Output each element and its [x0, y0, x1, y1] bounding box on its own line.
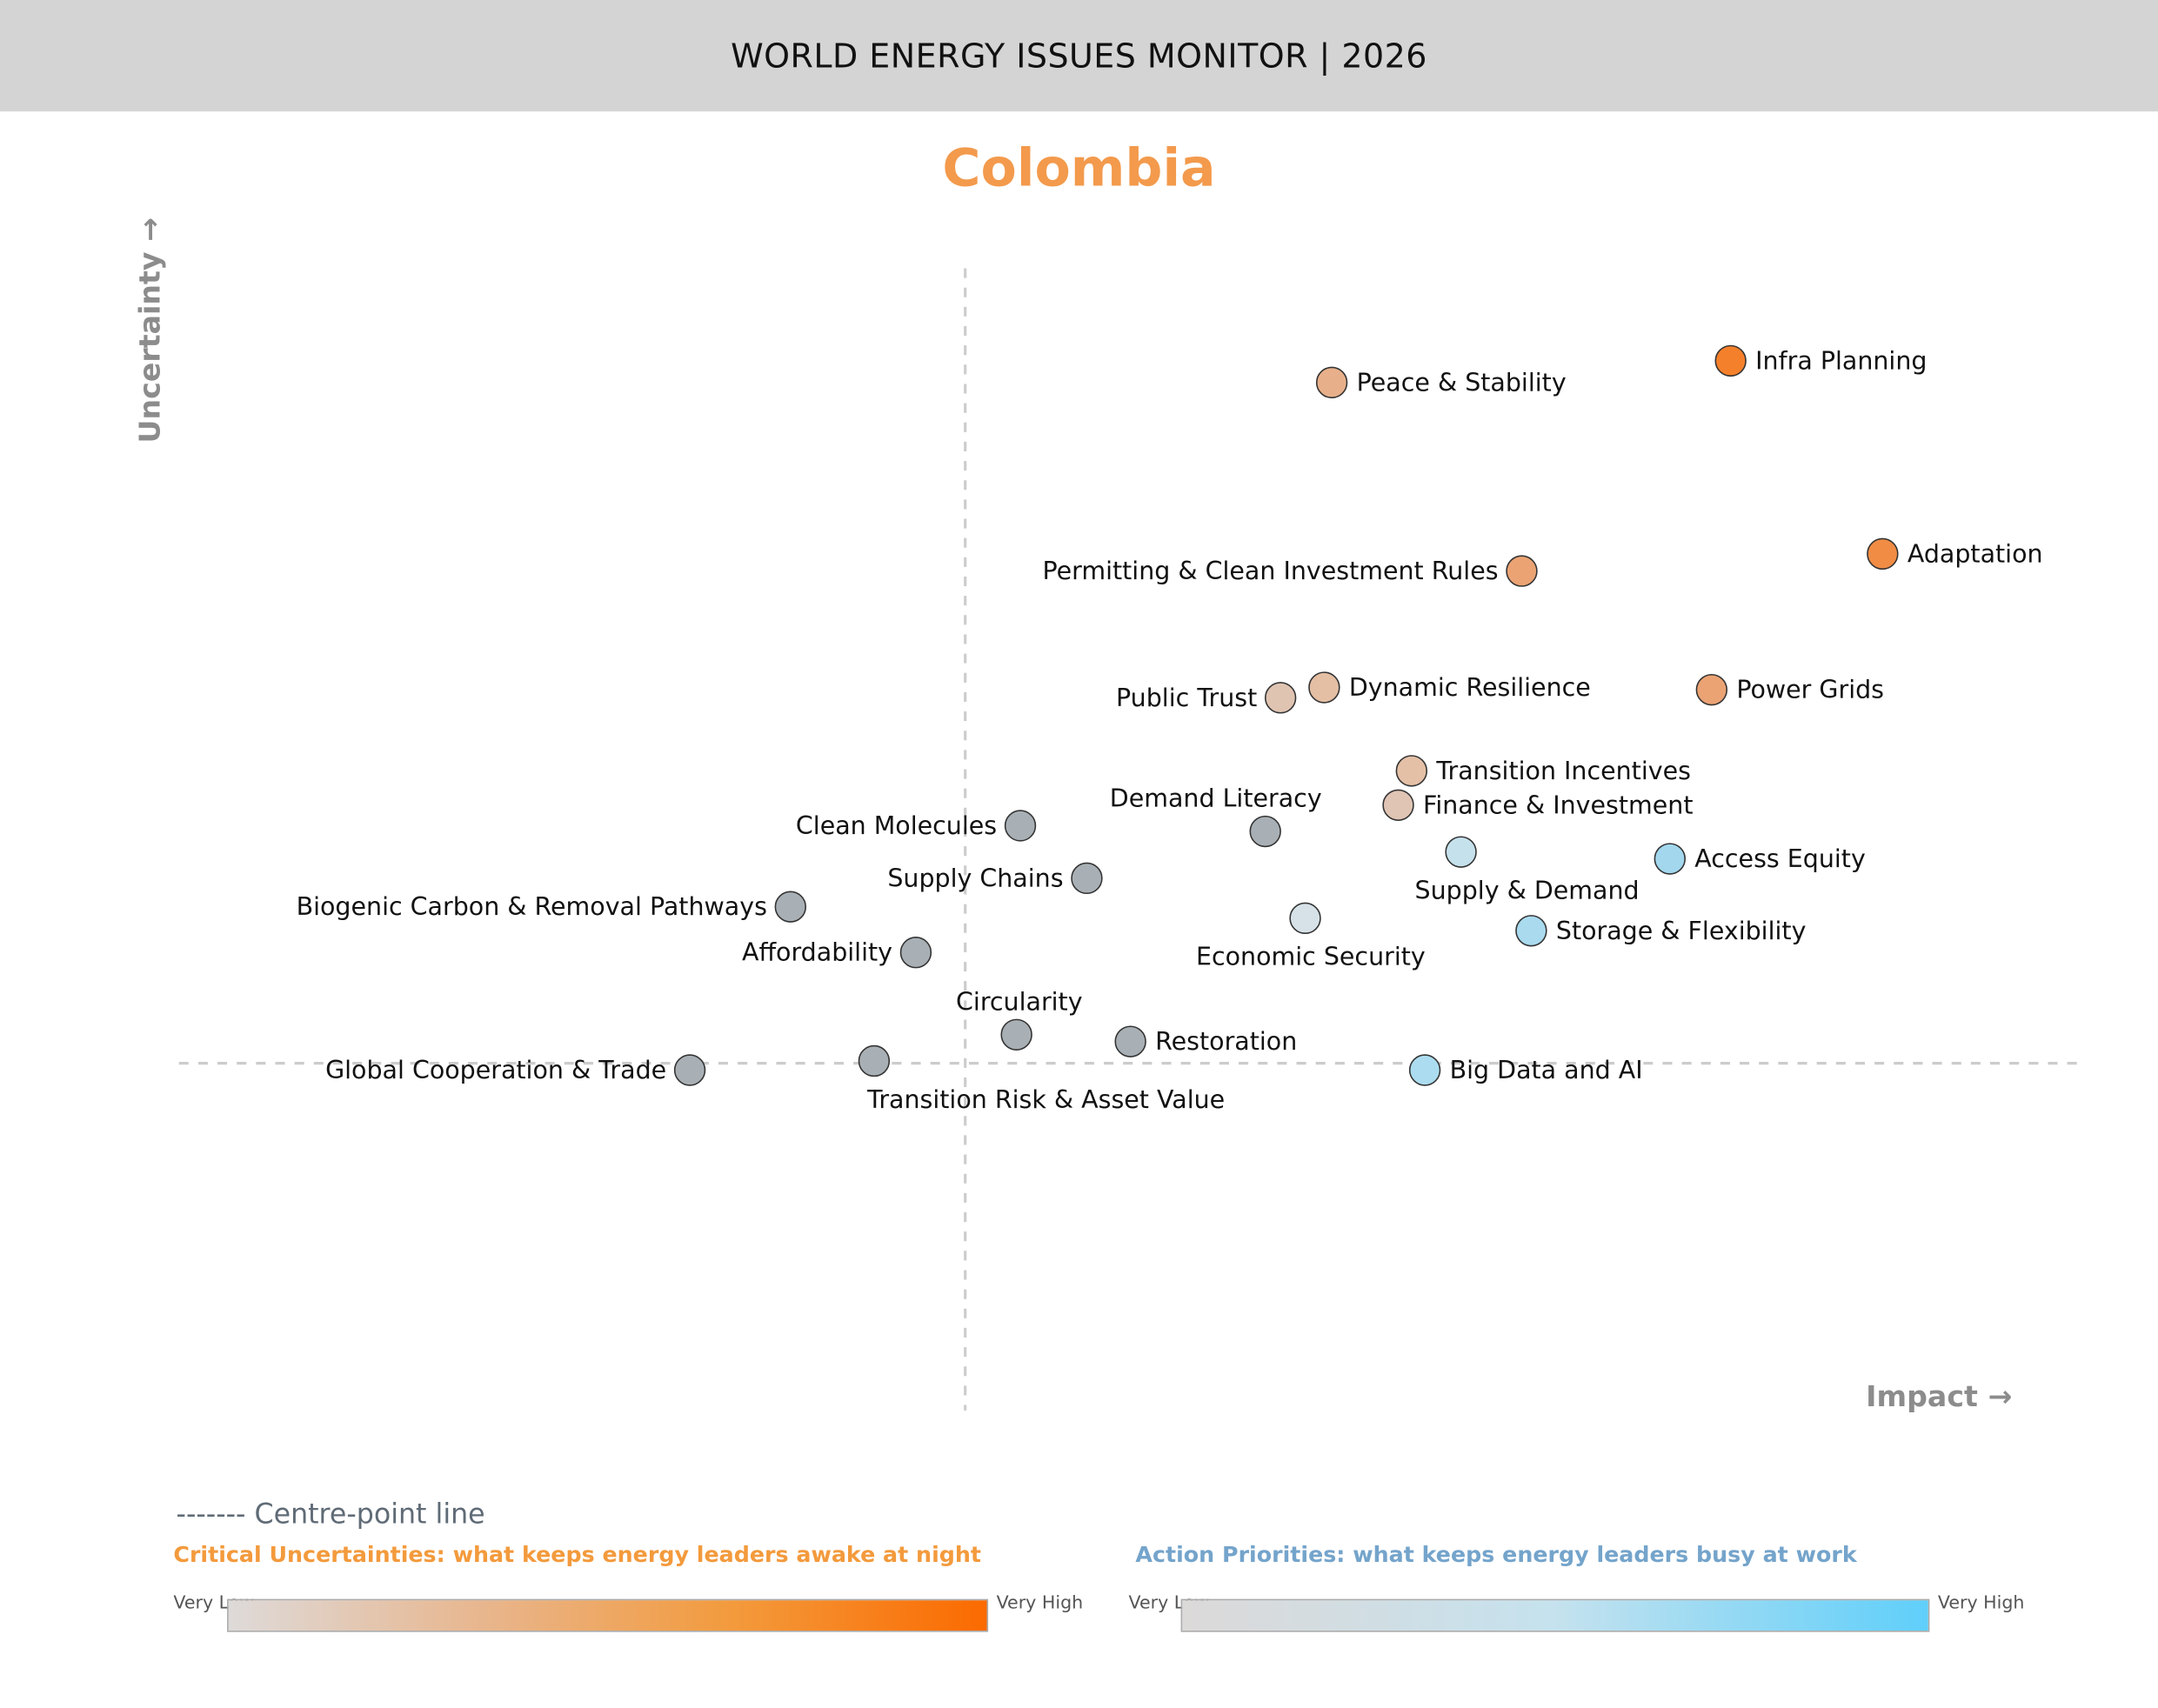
data-point-label: Transition Incentives	[1435, 757, 1691, 785]
x-axis-label: Impact →	[1866, 1379, 2012, 1413]
uncertainties-gradient-bar	[227, 1598, 989, 1632]
data-point-label: Public Trust	[1116, 684, 1257, 712]
priorities-gradient-bar	[1180, 1598, 1930, 1632]
data-point	[1515, 915, 1547, 947]
data-point-label: Infra Planning	[1755, 346, 1927, 375]
header-title: WORLD ENERGY ISSUES MONITOR | 2026	[731, 36, 1427, 76]
data-point	[1004, 810, 1037, 842]
data-point-label: Access Equity	[1694, 844, 1866, 873]
chart-title: Colombia	[942, 137, 1216, 198]
data-point-label: Dynamic Resilience	[1349, 673, 1591, 702]
data-point-label: Restoration	[1155, 1027, 1297, 1056]
data-point	[1382, 789, 1414, 822]
uncertainties-high-label: Very High	[996, 1593, 1084, 1615]
data-point-label: Supply & Demand	[1415, 876, 1640, 904]
data-point-label: Circularity	[956, 987, 1083, 1016]
data-point-label: Economic Security	[1196, 943, 1426, 971]
data-point	[1654, 843, 1687, 875]
data-point-label: Supply Chains	[887, 864, 1063, 892]
data-point-label: Global Cooperation & Trade	[325, 1056, 666, 1084]
data-point-label: Finance & Investment	[1423, 791, 1693, 819]
data-point	[1315, 366, 1348, 399]
uncertainties-legend-title: Critical Uncertainties: what keeps energ…	[173, 1541, 982, 1568]
data-point-label: Big Data and AI	[1450, 1056, 1643, 1084]
data-point-label: Biogenic Carbon & Removal Pathways	[297, 892, 767, 921]
data-point-label: Power Grids	[1736, 676, 1884, 704]
data-point	[673, 1054, 706, 1086]
data-point-label: Demand Literacy	[1110, 784, 1322, 813]
data-point	[1445, 836, 1477, 868]
data-point	[1264, 682, 1297, 714]
data-point-label: Transition Risk & Asset Value	[866, 1085, 1225, 1114]
data-point	[899, 937, 932, 969]
data-point	[1506, 555, 1538, 587]
data-point	[1867, 537, 1899, 570]
data-point	[774, 891, 807, 923]
priorities-high-label: Very High	[1937, 1593, 2025, 1615]
data-point-label: Clean Molecules	[796, 811, 997, 840]
data-point	[1408, 1054, 1441, 1086]
data-point-label: Peace & Stability	[1357, 368, 1567, 397]
data-point-label: Storage & Flexibility	[1556, 917, 1807, 945]
data-point-label: Adaptation	[1907, 539, 2043, 568]
data-point	[1114, 1025, 1146, 1057]
data-point	[1714, 344, 1747, 377]
data-point	[1695, 673, 1728, 706]
data-point	[1308, 671, 1340, 704]
y-axis-label: Uncertainty →	[133, 217, 167, 444]
data-point	[1289, 902, 1321, 935]
header-bar: WORLD ENERGY ISSUES MONITOR | 2026	[0, 0, 2158, 112]
data-point	[1395, 755, 1428, 787]
data-point-label: Affordability	[742, 938, 892, 967]
data-point	[858, 1044, 891, 1078]
data-point	[1249, 815, 1281, 848]
data-point	[1000, 1018, 1032, 1051]
data-point-label: Permitting & Clean Investment Rules	[1042, 557, 1498, 585]
data-point	[1071, 862, 1103, 895]
centre-line-legend: ------- Centre-point line	[176, 1497, 485, 1531]
priorities-legend-title: Action Priorities: what keeps energy lea…	[1135, 1541, 1857, 1568]
